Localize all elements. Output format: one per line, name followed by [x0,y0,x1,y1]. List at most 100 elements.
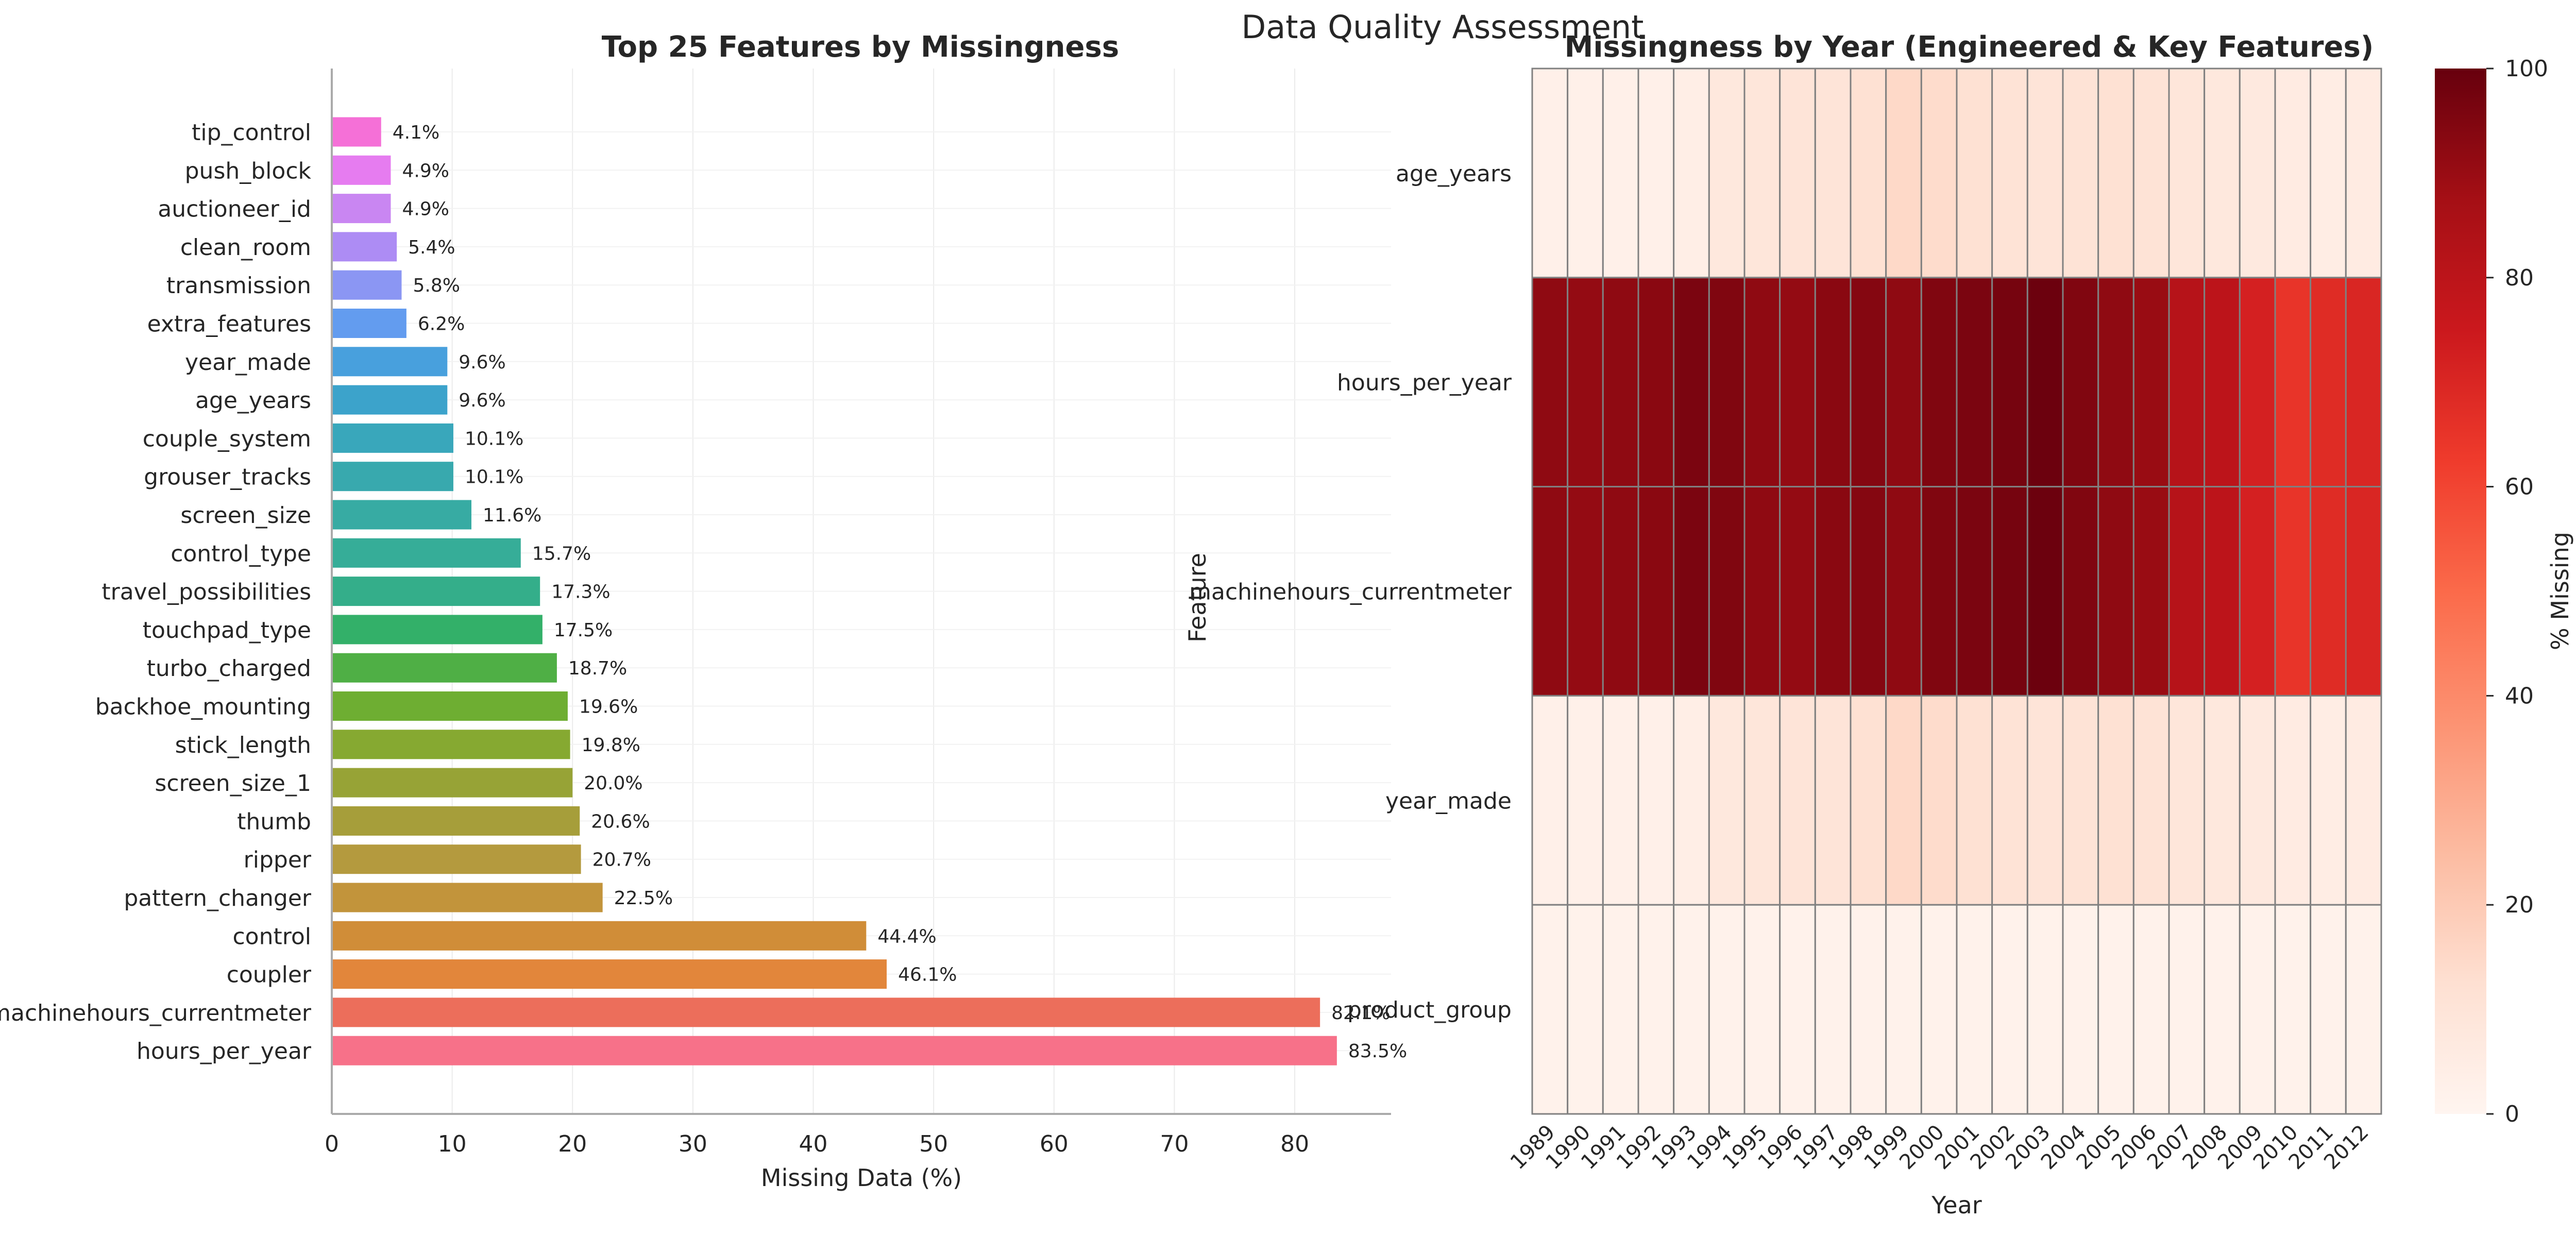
bar-machinehours_currentmeter [332,997,1320,1027]
heatmap-cell [1602,277,1639,488]
heatmap-cell [1673,486,1710,697]
bar-x-tick-label: 10 [438,1131,467,1157]
heatmap-frame [1531,67,2382,1115]
heatmap-cell [2345,695,2382,906]
heatmap-cell [1850,695,1887,906]
bar-category-label: age_years [195,387,311,414]
bar-extra_features [332,309,406,338]
bar-thumb [332,806,580,836]
bar-screen_size_1 [332,768,573,798]
heatmap-cell [1991,904,2028,1115]
bar-value-label: 10.1% [465,428,523,449]
heatmap-cell [2132,67,2170,279]
heatmap-cell [1673,904,1710,1115]
bar-category-label: hours_per_year [137,1038,312,1064]
heatmap-cell [1779,277,1816,488]
heatmap-cell [1814,67,1852,279]
bar-value-label: 19.6% [579,697,638,718]
bar-x-tick-label: 80 [1280,1131,1309,1157]
bar-value-label: 11.6% [483,505,541,526]
bar-category-label: clean_room [180,234,311,261]
bar-value-label: 44.4% [877,926,936,947]
heatmap-cell [2274,486,2312,697]
heatmap-cell [2168,904,2206,1115]
heatmap-cell [1779,486,1816,697]
heatmap-cell [2097,67,2134,279]
heatmap-cell [2204,486,2241,697]
heatmap-cell [2062,904,2099,1115]
heatmap-cell [2239,67,2276,279]
heatmap-cell [1637,904,1675,1115]
heatmap-cell [1602,904,1639,1115]
heatmap-cell [1885,904,1922,1115]
bar-chart-title: Top 25 Features by Missingness [602,30,1119,64]
heatmap-cell [2062,277,2099,488]
heatmap-cell [1779,67,1816,279]
bar-tip_control [332,117,381,147]
heatmap-cell [1531,695,1569,906]
heatmap-cell [1673,277,1710,488]
heatmap-cell [1637,67,1675,279]
heatmap-cell [1814,486,1852,697]
heatmap-row-label: year_made [1385,788,1512,814]
bar-category-label: transmission [166,273,311,299]
heatmap-cell [1531,904,1569,1115]
heatmap-cell [2062,67,2099,279]
bar-category-label: turbo_charged [147,655,311,682]
bar-x-tick-label: 50 [919,1131,948,1157]
heatmap-cell [1920,277,1958,488]
bar-x-tick-label: 40 [799,1131,828,1157]
heatmap-cell [2168,277,2206,488]
bar-category-label: control_type [171,540,311,567]
bar-x-tick-label: 30 [679,1131,707,1157]
heatmap-cell [1567,486,1604,697]
heatmap-cell [1567,67,1604,279]
heatmap-cell [1779,695,1816,906]
heatmap-cell [2132,486,2170,697]
bar-value-label: 46.1% [898,965,957,986]
heatmap-cell [2310,486,2347,697]
heatmap-cell [1814,695,1852,906]
bar-control_type [332,538,521,568]
heatmap-cell [2026,277,2064,488]
heatmap-cell [2097,904,2134,1115]
heatmap-cell [1850,67,1887,279]
heatmap-cell [1991,695,2028,906]
heatmap-cell [1708,277,1745,488]
bar-category-label: touchpad_type [143,617,311,644]
heatmap-cell [1743,67,1781,279]
heatmap-cell [1567,695,1604,906]
bar-screen_size [332,500,472,530]
heatmap-cell [2097,695,2134,906]
heatmap-cell [1885,486,1922,697]
bar-category-label: backhoe_mounting [95,694,311,720]
bar-x-tick-label: 70 [1160,1131,1189,1157]
heatmap-cell [2274,695,2312,906]
bar-category-label: thumb [237,808,311,835]
heatmap-cell [2168,695,2206,906]
bar-value-label: 10.1% [465,467,523,488]
figure-title: Data Quality Assessment [1242,8,1644,46]
bar-category-label: extra_features [147,311,311,337]
heatmap-cell [1673,695,1710,906]
bar-value-label: 20.6% [591,811,650,832]
heatmap-cell [1956,904,1993,1115]
bar-year_made [332,347,448,377]
colorbar-tick-label: 60 [2505,474,2534,500]
heatmap-cell [1920,695,1958,906]
bar-value-label: 19.8% [582,735,640,756]
bar-category-label: auctioneer_id [158,196,311,223]
heatmap-cell [2132,277,2170,488]
colorbar-gradient [2435,69,2486,1114]
heatmap-cell [1814,277,1852,488]
heatmap-cell [2026,67,2064,279]
bar-value-label: 9.6% [459,352,505,373]
heatmap-cell [1991,277,2028,488]
heatmap-cell [1920,904,1958,1115]
bar-coupler [332,959,887,989]
heatmap-cell [2204,904,2241,1115]
bar-pattern_changer [332,883,603,912]
bar-category-label: couple_system [143,426,311,452]
bar-value-label: 17.3% [551,582,610,603]
bar-y-tick-labels: tip_control push_block auctioneer_id clean_… [0,120,312,1064]
